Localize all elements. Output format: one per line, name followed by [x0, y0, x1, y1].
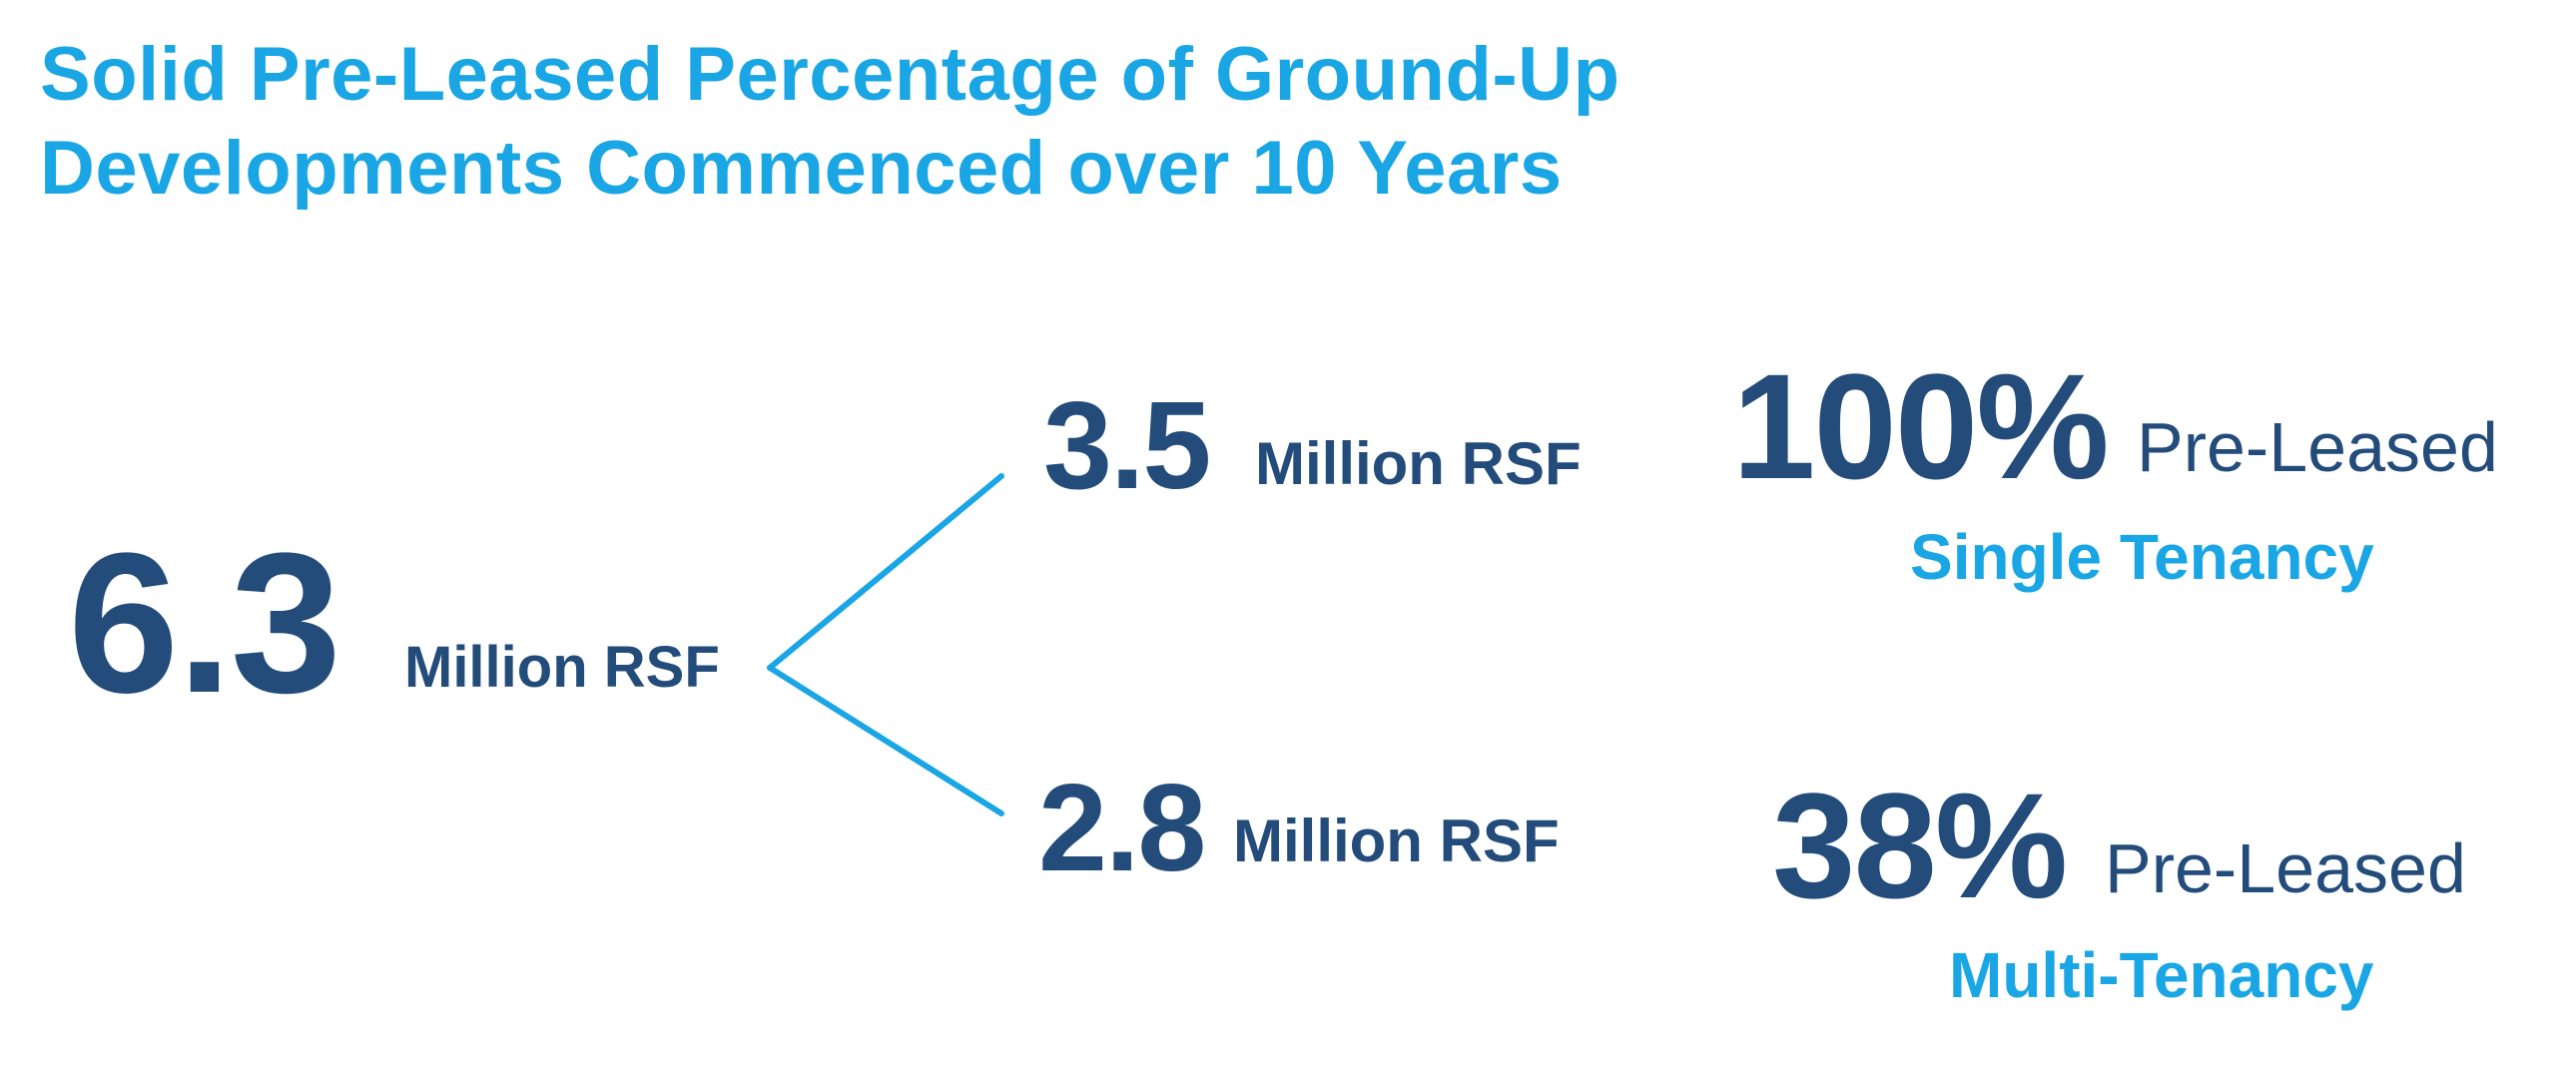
page-title: Solid Pre-Leased Percentage of Ground-Up… — [40, 28, 1620, 216]
title-line-1: Solid Pre-Leased Percentage of Ground-Up — [40, 32, 1620, 117]
single-value: 3.5 — [1043, 377, 1211, 515]
title-line-2: Developments Commenced over 10 Years — [40, 126, 1563, 211]
multi-tenancy-label: Multi-Tenancy — [1949, 939, 2374, 1011]
multi-unit: Million RSF — [1233, 807, 1560, 874]
single-percent: 100% — [1732, 342, 2110, 510]
branch-line-upper — [767, 473, 1004, 671]
multi-value: 2.8 — [1038, 760, 1206, 897]
branch-line-lower — [767, 665, 1004, 816]
single-tenancy-label: Single Tenancy — [1910, 521, 2374, 593]
multi-percent: 38% — [1772, 762, 2068, 929]
total-unit: Million RSF — [404, 635, 720, 700]
single-unit: Million RSF — [1255, 430, 1582, 497]
multi-pre-leased-label: Pre-Leased — [2105, 829, 2466, 907]
total-value: 6.3 — [68, 512, 341, 735]
single-pre-leased-label: Pre-Leased — [2137, 408, 2498, 486]
